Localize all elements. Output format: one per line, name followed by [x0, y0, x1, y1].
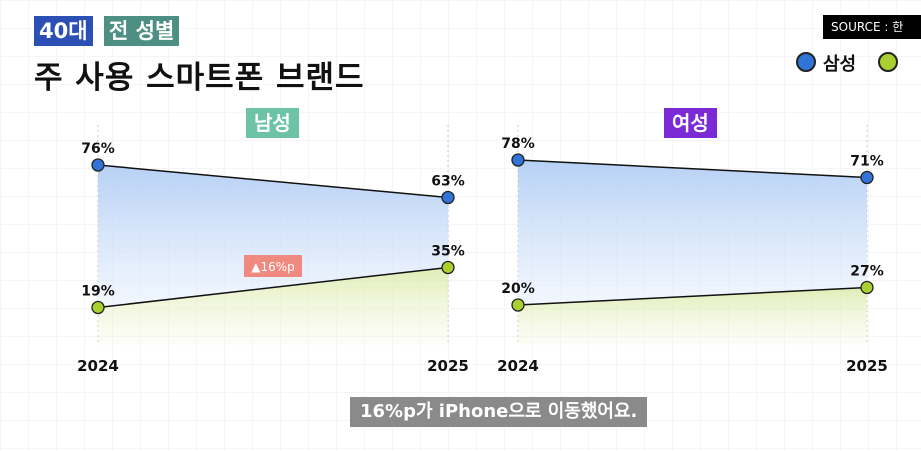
panel-title-male: 남성 — [246, 108, 299, 138]
samsung-line-0 — [97, 164, 449, 199]
iphone-line-1 — [517, 286, 868, 306]
x-tick-label-0-1: 2025 — [427, 357, 469, 375]
iphone-value-label-0-1: 35% — [431, 244, 465, 260]
samsung-value-label-0-1: 63% — [431, 174, 465, 190]
iphone-point-1-0 — [511, 298, 525, 312]
x-tick-label-0-0: 2024 — [77, 357, 119, 375]
iphone-line-0 — [97, 266, 449, 309]
x-tick-label-1-0: 2024 — [497, 357, 539, 375]
samsung-area-0 — [98, 165, 448, 308]
samsung-value-label-1-1: 71% — [850, 154, 884, 170]
iphone-area-0 — [98, 267, 448, 345]
x-tick-label-1-1: 2025 — [846, 357, 888, 375]
gender-tag: 전 성별 — [104, 16, 180, 46]
samsung-value-label-0-0: 76% — [81, 141, 115, 157]
source-label: SOURCE : 한 — [823, 15, 921, 39]
page-title: 주 사용 스마트폰 브랜드 — [34, 60, 365, 96]
iphone-value-label-1-0: 20% — [501, 281, 535, 297]
samsung-point-0-0 — [91, 158, 105, 172]
change-badge-label-0: ▲16%p — [251, 260, 295, 274]
iphone-area-1 — [518, 287, 867, 345]
iphone-point-0-1 — [441, 260, 455, 275]
samsung-area-1 — [518, 160, 867, 305]
samsung-line-1 — [517, 159, 868, 179]
samsung-point-1-1 — [860, 170, 874, 185]
subtitle-caption: 16%p가 iPhone으로 이동했어요. — [350, 397, 648, 427]
panel-title-female: 여성 — [664, 108, 717, 138]
change-badge-0 — [244, 255, 302, 277]
samsung-value-label-1-0: 78% — [501, 136, 535, 152]
samsung-point-1-0 — [511, 153, 525, 167]
iphone-point-1-1 — [860, 280, 874, 295]
iphone-point-0-0 — [91, 300, 105, 315]
iphone-value-label-1-1: 27% — [850, 264, 884, 280]
samsung-point-0-1 — [441, 190, 455, 205]
age-tag: 40대 — [34, 16, 93, 46]
iphone-value-label-0-0: 19% — [81, 284, 115, 300]
legend-samsung-marker — [796, 52, 816, 72]
legend-iphone-marker — [878, 52, 898, 72]
legend-samsung-label: 삼성 — [823, 54, 857, 75]
